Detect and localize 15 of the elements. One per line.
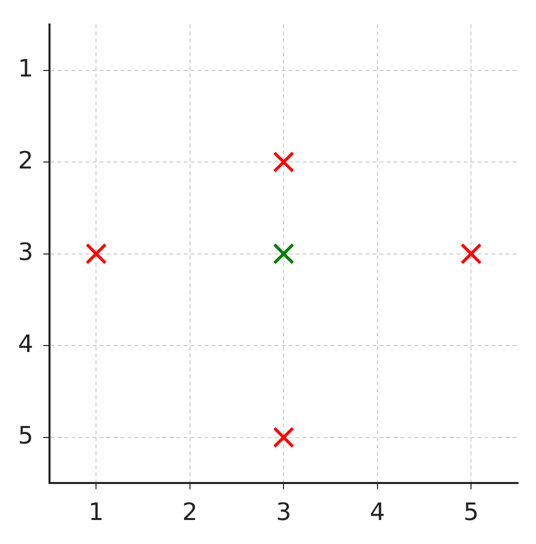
point [272,243,294,264]
point [460,243,482,264]
y-tick-label: 2 [18,146,34,174]
x-tick-label: 1 [88,498,104,526]
y-tick-label: 1 [18,54,34,83]
x-tick-label: 3 [276,498,292,526]
point [272,426,294,448]
y-tick-label: 4 [18,330,34,358]
x-tick-label: 5 [463,498,479,526]
x-tick-label: 4 [370,498,386,526]
y-tick-label: 3 [18,238,34,266]
point [272,151,294,173]
point [85,243,107,264]
y-tick-label: 5 [18,422,34,450]
x-tick-label: 2 [182,498,198,526]
